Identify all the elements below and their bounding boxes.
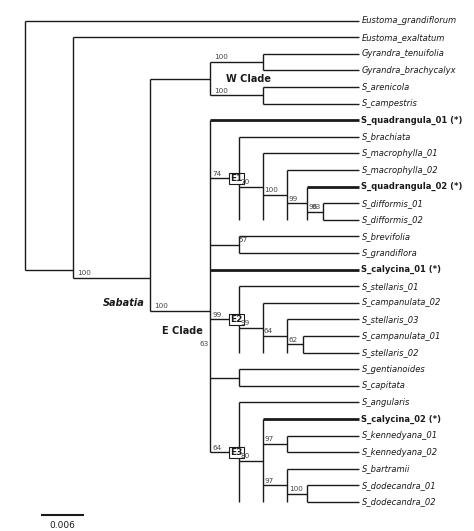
Text: 70: 70 — [240, 179, 250, 185]
Text: S_kennedyana_02: S_kennedyana_02 — [362, 448, 438, 457]
Text: E Clade: E Clade — [162, 326, 203, 336]
Text: S_campestris: S_campestris — [362, 99, 417, 108]
Text: 100: 100 — [289, 486, 303, 492]
Text: 99: 99 — [240, 320, 250, 326]
Text: E3: E3 — [230, 448, 243, 457]
Text: Sabatia: Sabatia — [103, 298, 145, 308]
Text: S_calycina_01 (*): S_calycina_01 (*) — [362, 265, 441, 274]
Text: 96: 96 — [308, 204, 318, 210]
Text: Eustoma_grandiflorum: Eustoma_grandiflorum — [362, 16, 456, 25]
Text: S_grandiflora: S_grandiflora — [362, 249, 417, 258]
Text: S_campanulata_02: S_campanulata_02 — [362, 298, 441, 307]
Text: S_difformis_01: S_difformis_01 — [362, 199, 423, 208]
Text: E2: E2 — [230, 315, 243, 324]
Text: 100: 100 — [214, 88, 228, 93]
Text: S_capitata: S_capitata — [362, 381, 405, 390]
Text: S_stellaris_02: S_stellaris_02 — [362, 348, 419, 357]
Text: 100: 100 — [214, 55, 228, 61]
Text: S_quadrangula_01 (*): S_quadrangula_01 (*) — [362, 116, 463, 125]
Text: W Clade: W Clade — [227, 74, 272, 84]
Text: Gyrandra_tenuifolia: Gyrandra_tenuifolia — [362, 49, 444, 58]
Text: S_kennedyana_01: S_kennedyana_01 — [362, 431, 438, 440]
Text: 0.006: 0.006 — [50, 521, 76, 530]
Text: S_campanulata_01: S_campanulata_01 — [362, 331, 441, 340]
Text: 99: 99 — [212, 312, 221, 318]
Text: 80: 80 — [240, 453, 250, 459]
Text: 97: 97 — [264, 436, 274, 442]
Text: 93: 93 — [312, 204, 321, 210]
Text: 64: 64 — [264, 328, 273, 335]
Text: S_arenicola: S_arenicola — [362, 82, 410, 91]
Text: 100: 100 — [77, 270, 91, 276]
Text: S_stellaris_03: S_stellaris_03 — [362, 315, 419, 324]
Text: S_gentianoides: S_gentianoides — [362, 365, 425, 374]
Text: 57: 57 — [238, 237, 248, 243]
Text: S_angularis: S_angularis — [362, 398, 410, 407]
Text: 100: 100 — [154, 304, 168, 310]
Text: S_macrophylla_01: S_macrophylla_01 — [362, 149, 438, 158]
Text: 63: 63 — [199, 341, 208, 347]
Text: Gyrandra_brachycalyx: Gyrandra_brachycalyx — [362, 66, 456, 75]
Text: S_brachiata: S_brachiata — [362, 132, 411, 141]
Text: E1: E1 — [230, 174, 243, 183]
Text: S_macrophylla_02: S_macrophylla_02 — [362, 166, 438, 175]
Text: S_quadrangula_02 (*): S_quadrangula_02 (*) — [362, 182, 463, 191]
Text: S_stellaris_01: S_stellaris_01 — [362, 282, 419, 291]
Text: 62: 62 — [288, 337, 297, 342]
Text: S_brevifolia: S_brevifolia — [362, 232, 410, 241]
Text: S_difformis_02: S_difformis_02 — [362, 216, 423, 224]
Text: 74: 74 — [212, 170, 221, 177]
Text: S_calycina_02 (*): S_calycina_02 (*) — [362, 415, 441, 424]
Text: S_dodecandra_01: S_dodecandra_01 — [362, 481, 436, 490]
Text: S_dodecandra_02: S_dodecandra_02 — [362, 498, 436, 507]
Text: 99: 99 — [288, 195, 297, 202]
Text: 64: 64 — [212, 444, 221, 451]
Text: 97: 97 — [264, 478, 274, 484]
Text: 100: 100 — [264, 187, 278, 193]
Text: S_bartramii: S_bartramii — [362, 464, 410, 473]
Text: Eustoma_exaltatum: Eustoma_exaltatum — [362, 33, 445, 42]
